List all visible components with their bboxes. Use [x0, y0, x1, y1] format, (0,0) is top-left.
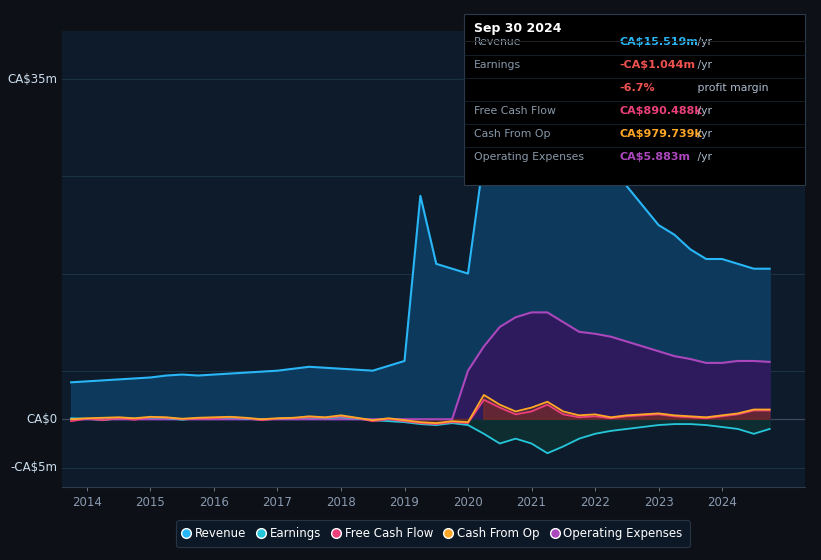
- Text: /yr: /yr: [694, 106, 712, 116]
- Text: Cash From Op: Cash From Op: [474, 129, 550, 139]
- Text: Sep 30 2024: Sep 30 2024: [474, 22, 562, 35]
- Text: /yr: /yr: [694, 129, 712, 139]
- Text: CA$890.488k: CA$890.488k: [620, 106, 703, 116]
- Text: CA$35m: CA$35m: [8, 73, 57, 86]
- Text: -CA$5m: -CA$5m: [11, 461, 57, 474]
- Text: Earnings: Earnings: [474, 60, 521, 71]
- Text: /yr: /yr: [694, 60, 712, 71]
- Text: CA$15.519m: CA$15.519m: [620, 38, 699, 48]
- Text: /yr: /yr: [694, 38, 712, 48]
- Text: /yr: /yr: [694, 152, 712, 162]
- Text: profit margin: profit margin: [694, 83, 768, 94]
- Legend: Revenue, Earnings, Free Cash Flow, Cash From Op, Operating Expenses: Revenue, Earnings, Free Cash Flow, Cash …: [177, 520, 690, 548]
- Text: Operating Expenses: Operating Expenses: [474, 152, 584, 162]
- Text: Revenue: Revenue: [474, 38, 521, 48]
- Text: -6.7%: -6.7%: [620, 83, 655, 94]
- Text: CA$5.883m: CA$5.883m: [620, 152, 690, 162]
- Text: CA$0: CA$0: [27, 413, 57, 426]
- Text: CA$979.739k: CA$979.739k: [620, 129, 703, 139]
- Text: -CA$1.044m: -CA$1.044m: [620, 60, 696, 71]
- Text: Free Cash Flow: Free Cash Flow: [474, 106, 556, 116]
